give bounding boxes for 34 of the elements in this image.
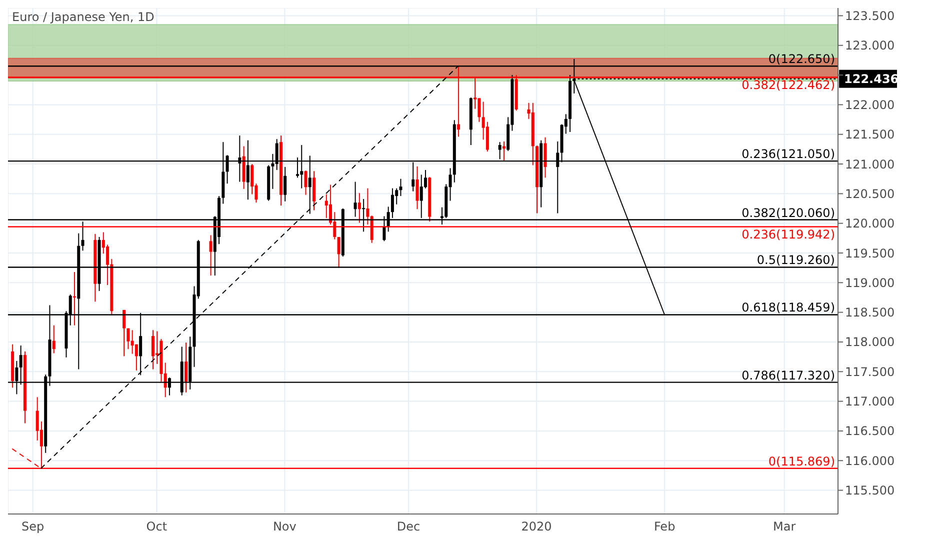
ref-line-label: 0.786(117.320)	[742, 368, 835, 382]
ref-line-label: 0(115.869)	[768, 454, 835, 468]
ref-line-label: 0.236(121.050)	[742, 147, 835, 162]
y-tick-label: 118.500	[845, 306, 895, 320]
x-tick-label: Oct	[146, 520, 168, 534]
y-tick-label: 117.500	[845, 364, 895, 379]
x-tick-label: Mar	[773, 520, 796, 534]
x-tick-label: Feb	[654, 520, 676, 534]
ref-line-label: 0.236(119.942)	[742, 227, 835, 242]
y-tick-label: 123.500	[845, 8, 895, 23]
y-tick-label: 121.000	[845, 157, 895, 172]
y-tick-label: 121.500	[845, 128, 895, 142]
ref-line-label: 0.382(122.462)	[742, 78, 835, 92]
annotation: 122.436	[844, 72, 899, 86]
y-tick-label: 120.000	[845, 216, 895, 231]
y-tick-label: 118.000	[845, 335, 895, 350]
x-tick-label: Dec	[396, 520, 420, 534]
y-tick-label: 122.000	[845, 98, 895, 112]
y-tick-label: 116.000	[845, 454, 895, 468]
ref-line-label: 0(122.650)	[768, 52, 835, 66]
y-tick-label: 117.000	[845, 394, 895, 409]
y-tick-label: 119.500	[845, 246, 895, 260]
chart-title: Euro / Japanese Yen, 1D	[12, 10, 154, 24]
y-tick-label: 115.500	[845, 484, 895, 498]
ref-line-label: 0.618(118.459)	[742, 300, 835, 315]
y-tick-label: 116.500	[845, 424, 895, 438]
ref-line-label: 0.5(119.260)	[756, 253, 835, 268]
y-tick-label: 120.500	[845, 186, 895, 201]
y-tick-label: 123.000	[845, 38, 895, 53]
x-tick-label: 2020	[521, 520, 552, 534]
x-tick-label: Sep	[21, 520, 44, 534]
ref-line-label: 0.382(120.060)	[742, 206, 835, 220]
x-tick-label: Nov	[272, 520, 296, 534]
y-tick-label: 119.000	[845, 276, 895, 290]
